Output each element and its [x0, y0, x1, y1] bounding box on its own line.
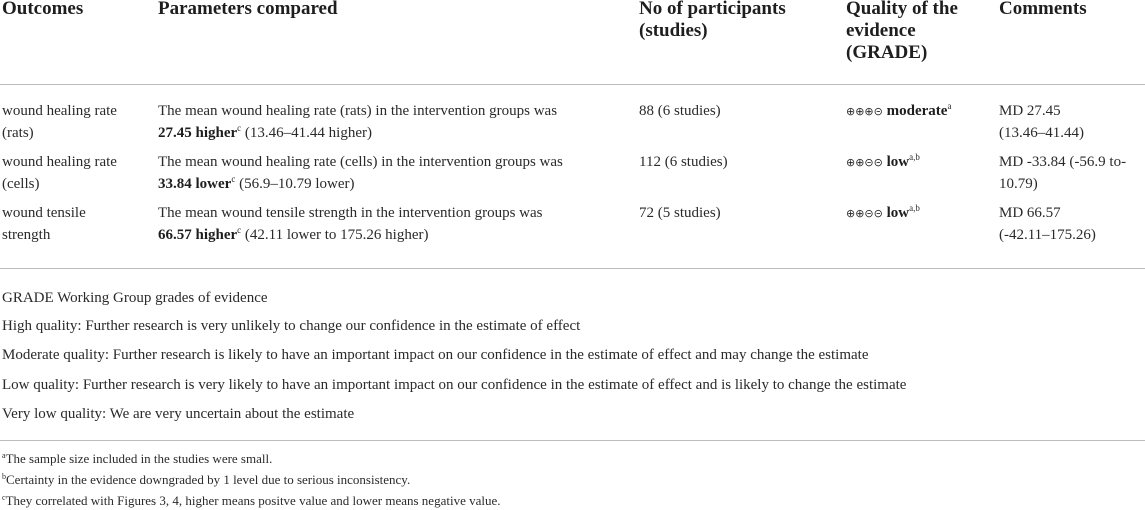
row3-outcome-line1: wound tensile — [2, 205, 86, 221]
row2-outcome-line2: (cells) — [2, 176, 40, 192]
row2-comment-line1: MD -33.84 (-56.9 to- — [999, 154, 1127, 170]
footnote-b: bCertainty in the evidence downgraded by… — [2, 472, 410, 488]
grade-note-high: High quality: Further research is very u… — [2, 318, 581, 334]
row2-effect-range: (56.9–10.79 lower) — [235, 176, 355, 192]
row1-effect-value: 27.45 higher — [158, 125, 238, 141]
row3-comment-line2: (-42.11–175.26) — [999, 227, 1096, 243]
row1-outcome-line2: (rats) — [2, 125, 34, 141]
header-participants-line2: (studies) — [639, 20, 708, 41]
row2-param-line2: 33.84 lowerc (56.9–10.79 lower) — [158, 173, 563, 195]
header-comments: Comments — [999, 0, 1087, 19]
row2-comments: MD -33.84 (-56.9 to- 10.79) — [999, 151, 1126, 195]
row3-grade-word: low — [886, 205, 910, 221]
header-quality-line1: Quality of the — [846, 0, 958, 19]
row1-comment-line1: MD 27.45 — [999, 103, 1061, 119]
row3-param-line2: 66.57 higherc (42.11 lower to 175.26 hig… — [158, 224, 543, 246]
row2-grade-word: low — [886, 154, 910, 170]
row2-effect-footnote-mark: c — [231, 174, 236, 184]
header-participants: No of participants (studies) — [639, 0, 786, 42]
row1-participants: 88 (6 studies) — [639, 103, 721, 119]
row2-participants: 112 (6 studies) — [639, 154, 728, 170]
row1-quality: ⊕⊕⊕⊝ moderatea — [846, 100, 951, 123]
row1-effect-footnote-mark: c — [237, 123, 242, 133]
header-quality-line3: (GRADE) — [846, 42, 928, 63]
row3-participants: 72 (5 studies) — [639, 205, 721, 221]
row1-comments: MD 27.45 (13.46–41.44) — [999, 100, 1084, 144]
row2-outcome: wound healing rate (cells) — [2, 151, 117, 195]
row3-outcome-line2: strength — [2, 227, 51, 243]
row1-comment-line2: (13.46–41.44) — [999, 125, 1084, 141]
row3-param-line1: The mean wound tensile strength in the i… — [158, 205, 543, 221]
row2-effect-value: 33.84 lower — [158, 176, 232, 192]
row2-grade-symbols: ⊕⊕⊝⊝ — [846, 156, 883, 169]
header-quality: Quality of the evidence (GRADE) — [846, 0, 958, 64]
header-outcomes: Outcomes — [2, 0, 84, 19]
row1-grade-symbols: ⊕⊕⊕⊝ — [846, 105, 883, 118]
header-divider — [0, 84, 1145, 85]
grade-note-low: Low quality: Further research is very li… — [2, 377, 907, 393]
row1-param-line2: 27.45 higherc (13.46–41.44 higher) — [158, 122, 557, 144]
row3-effect-range: (42.11 lower to 175.26 higher) — [241, 227, 429, 243]
footnote-a-text: The sample size included in the studies … — [5, 451, 273, 466]
row3-quality: ⊕⊕⊝⊝ lowa,b — [846, 202, 920, 225]
row2-quality: ⊕⊕⊝⊝ lowa,b — [846, 151, 920, 174]
row3-effect-value: 66.57 higher — [158, 227, 238, 243]
row1-param-line1: The mean wound healing rate (rats) in th… — [158, 103, 558, 119]
grade-notes-heading: GRADE Working Group grades of evidence — [2, 290, 268, 306]
row1-parameters: The mean wound healing rate (rats) in th… — [158, 100, 557, 144]
row2-comment-line2: 10.79) — [999, 176, 1038, 192]
row2-grade-footnote-mark: a,b — [909, 152, 920, 162]
footnote-c-mark: c — [2, 493, 6, 502]
header-parameters-compared: Parameters compared — [158, 0, 338, 19]
header-quality-line2: evidence — [846, 20, 916, 41]
row2-outcome-line1: wound healing rate — [2, 154, 117, 170]
row1-outcome: wound healing rate (rats) — [2, 100, 117, 144]
row2-param-line1: The mean wound healing rate (cells) in t… — [158, 154, 563, 170]
footnote-c-text: They correlated with Figures 3, 4, highe… — [5, 493, 501, 508]
notes-divider — [0, 440, 1145, 441]
row1-grade-footnote-mark: a — [947, 101, 952, 111]
table-bottom-divider — [0, 268, 1145, 269]
row1-effect-range: (13.46–41.44 higher) — [241, 125, 372, 141]
row1-grade-word: moderate — [886, 103, 948, 119]
row3-parameters: The mean wound tensile strength in the i… — [158, 202, 543, 246]
row3-comments: MD 66.57 (-42.11–175.26) — [999, 202, 1096, 246]
row1-outcome-line1: wound healing rate — [2, 103, 117, 119]
footnote-b-text: Certainty in the evidence downgraded by … — [6, 472, 411, 487]
row3-outcome: wound tensile strength — [2, 202, 86, 246]
footnote-a-mark: a — [2, 451, 6, 460]
grade-note-moderate: Moderate quality: Further research is li… — [2, 347, 869, 363]
row3-comment-line1: MD 66.57 — [999, 205, 1061, 221]
footnote-a: aThe sample size included in the studies… — [2, 451, 272, 467]
grade-note-very-low: Very low quality: We are very uncertain … — [2, 406, 355, 422]
row3-grade-symbols: ⊕⊕⊝⊝ — [846, 207, 883, 220]
row2-parameters: The mean wound healing rate (cells) in t… — [158, 151, 563, 195]
row3-effect-footnote-mark: c — [237, 225, 242, 235]
footnote-b-mark: b — [2, 472, 6, 481]
row3-grade-footnote-mark: a,b — [909, 203, 920, 213]
footnote-c: cThey correlated with Figures 3, 4, high… — [2, 493, 501, 509]
header-participants-line1: No of participants — [639, 0, 786, 19]
